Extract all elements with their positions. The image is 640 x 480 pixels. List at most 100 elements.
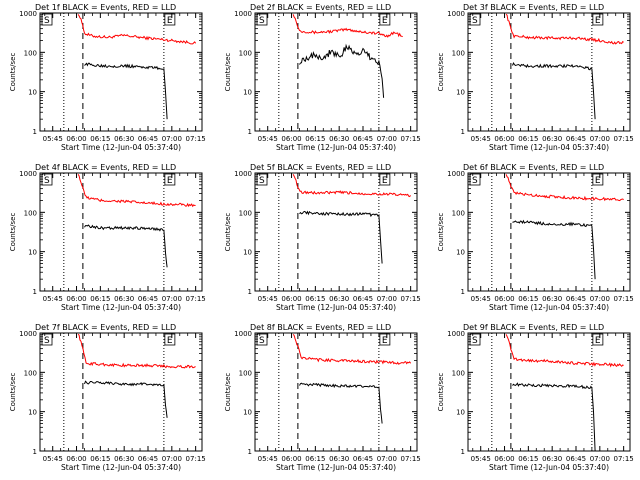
event-rate-series: [84, 380, 168, 418]
event-rate-series: [84, 62, 168, 120]
x-tick-label: 06:00: [281, 295, 301, 303]
x-tick-label: 05:45: [471, 455, 491, 463]
y-axis-label: Counts/sec: [9, 53, 17, 92]
start-marker-box: [41, 13, 53, 26]
x-tick-label: 06:45: [138, 455, 158, 463]
x-tick-label: 06:15: [305, 295, 325, 303]
plot-frame: [254, 12, 418, 132]
plot-frame: [39, 172, 203, 292]
y-tick-label: 100: [452, 369, 465, 377]
x-tick-label: 05:45: [258, 455, 278, 463]
y-tick-label: 100: [239, 209, 252, 217]
start-marker: S: [472, 176, 478, 186]
lld-rate-series: [505, 174, 624, 202]
y-tick-label: 1000: [234, 170, 252, 178]
event-rate-series: [512, 382, 596, 451]
x-tick-label: 06:30: [542, 455, 562, 463]
y-tick-label: 10: [243, 409, 252, 417]
event-rate-series: [512, 219, 596, 280]
event-rate-series: [84, 224, 168, 268]
y-axis-label: Counts/sec: [437, 53, 445, 92]
y-tick-label: 1: [33, 288, 37, 296]
lld-rate-series: [77, 14, 197, 45]
end-marker: E: [382, 336, 388, 346]
x-axis-label: Start Time (12-Jun-04 05:37:40): [489, 303, 609, 312]
x-tick-label: 07:00: [590, 455, 610, 463]
y-tick-label: 1: [248, 448, 252, 456]
x-tick-label: 06:45: [138, 135, 158, 143]
y-tick-label: 1000: [447, 10, 465, 18]
x-tick-label: 06:00: [281, 455, 301, 463]
start-marker: S: [472, 336, 478, 346]
end-marker: E: [382, 176, 388, 186]
end-marker-box: [592, 173, 604, 186]
end-marker-box: [379, 13, 391, 26]
start-marker-box: [469, 173, 481, 186]
start-marker: S: [259, 16, 265, 26]
end-marker-box: [164, 173, 176, 186]
y-tick-label: 1: [461, 128, 465, 136]
y-tick-label: 100: [24, 369, 37, 377]
y-tick-label: 1000: [234, 10, 252, 18]
x-tick-label: 07:15: [186, 295, 206, 303]
x-axis-label: Start Time (12-Jun-04 05:37:40): [61, 143, 181, 152]
x-axis-label: Start Time (12-Jun-04 05:37:40): [61, 303, 181, 312]
start-marker-box: [256, 13, 268, 26]
y-tick-label: 1: [461, 448, 465, 456]
x-tick-label: 06:45: [353, 135, 373, 143]
x-tick-label: 05:45: [258, 135, 278, 143]
x-tick-label: 07:00: [162, 295, 182, 303]
y-tick-label: 100: [239, 49, 252, 57]
lld-rate-series: [292, 174, 411, 198]
start-marker-box: [41, 173, 53, 186]
end-marker: E: [595, 16, 601, 26]
x-axis-label: Start Time (12-Jun-04 05:37:40): [276, 303, 396, 312]
x-tick-label: 06:15: [90, 135, 110, 143]
end-marker-box: [164, 13, 176, 26]
lld-rate-series: [505, 13, 624, 45]
x-tick-label: 05:45: [471, 135, 491, 143]
x-tick-label: 06:30: [114, 455, 134, 463]
x-tick-label: 06:30: [329, 295, 349, 303]
x-tick-label: 07:15: [186, 135, 206, 143]
event-rate-series: [299, 43, 385, 98]
panel-title: Det 4f BLACK = Events, RED = LLD: [35, 163, 176, 172]
panel-title: Det 1f BLACK = Events, RED = LLD: [35, 3, 176, 12]
y-tick-label: 1: [248, 128, 252, 136]
start-marker: S: [259, 176, 265, 186]
y-tick-label: 10: [28, 89, 37, 97]
y-tick-label: 1000: [234, 330, 252, 338]
x-tick-label: 06:30: [542, 135, 562, 143]
x-tick-label: 06:15: [90, 295, 110, 303]
y-tick-label: 1000: [19, 10, 37, 18]
x-tick-label: 06:00: [494, 135, 514, 143]
x-tick-label: 06:45: [566, 135, 586, 143]
x-tick-label: 06:30: [114, 295, 134, 303]
panel-det-1: Det 1f BLACK = Events, RED = LLD 1 10 100 10…: [9, 3, 206, 152]
x-tick-label: 06:15: [518, 455, 538, 463]
event-rate-series: [299, 382, 383, 424]
start-marker-box: [256, 173, 268, 186]
y-tick-label: 1000: [447, 170, 465, 178]
x-tick-label: 06:00: [66, 455, 86, 463]
panel-title: Det 3f BLACK = Events, RED = LLD: [463, 3, 604, 12]
end-marker: E: [167, 176, 173, 186]
x-tick-label: 05:45: [471, 295, 491, 303]
start-marker: S: [259, 336, 265, 346]
y-tick-label: 10: [28, 409, 37, 417]
y-tick-label: 1: [33, 128, 37, 136]
start-marker-box: [469, 333, 481, 346]
y-tick-label: 1: [33, 448, 37, 456]
end-marker-box: [164, 333, 176, 346]
y-axis-label: Counts/sec: [9, 373, 17, 412]
plot-frame: [254, 172, 418, 292]
end-marker-box: [379, 333, 391, 346]
x-tick-label: 06:30: [542, 295, 562, 303]
y-axis-label: Counts/sec: [437, 373, 445, 412]
y-tick-label: 10: [243, 89, 252, 97]
panel-det-4: Det 4f BLACK = Events, RED = LLD 1 10 100 10…: [9, 163, 206, 312]
x-tick-label: 07:15: [401, 135, 421, 143]
panel-det-5: Det 5f BLACK = Events, RED = LLD 1 10 100 10…: [224, 163, 421, 312]
lld-rate-series: [77, 333, 196, 369]
